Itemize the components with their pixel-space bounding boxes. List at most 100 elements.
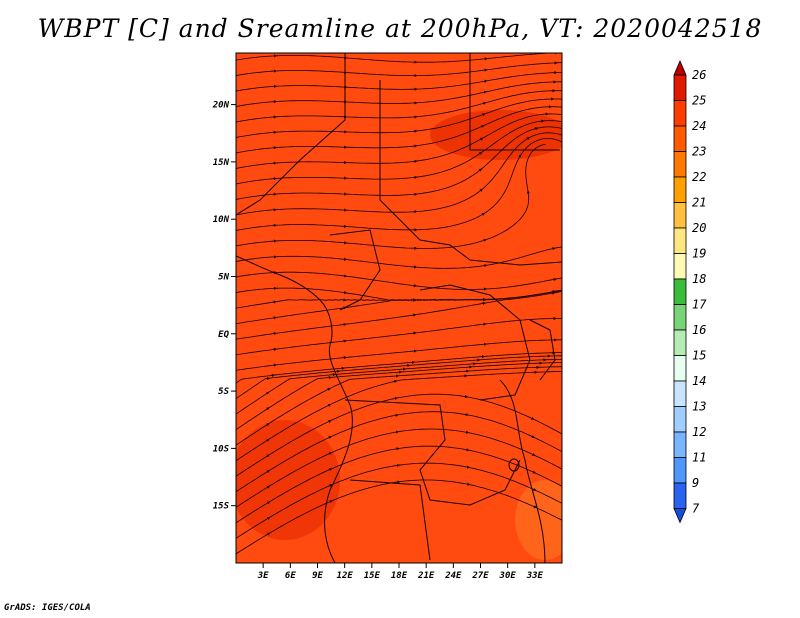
colorbar-swatch [673, 329, 687, 356]
lon-axis: 3E 6E 9E 12E 15E 18E 21E 24E 27E 30E 33E [257, 563, 544, 581]
colorbar-swatch [673, 406, 687, 433]
lake-victoria-region [529, 319, 556, 381]
border-namibia [349, 479, 431, 561]
streamline [236, 290, 562, 340]
colorbar-label: 16 [692, 323, 706, 337]
colorbar-swatch [673, 176, 687, 203]
colorbar-label: 13 [692, 400, 706, 414]
colorbar-label: 21 [692, 196, 706, 210]
border-mozambique [499, 379, 546, 563]
colorbar: 26 25 24 23 22 21 20 19 18 17 16 15 14 13 12 11 9 7 [673, 59, 707, 524]
lat-tick-label: 10N [213, 215, 230, 225]
colorbar-swatch [673, 202, 687, 229]
streamline [236, 126, 562, 200]
colorbar-label: 24 [692, 119, 706, 133]
colorbar-swatch [673, 253, 687, 280]
lat-tick-label: 20N [212, 101, 230, 111]
lon-tick-label: 30E [499, 571, 517, 581]
streamline [236, 113, 562, 169]
streamline [236, 355, 562, 400]
warm-patch-southwest [236, 420, 340, 540]
colorbar-label: 17 [692, 298, 707, 312]
border-nigeria [329, 229, 381, 311]
colorbar-bottom-arrow [673, 508, 687, 524]
cool-patch-southeast [515, 480, 562, 560]
lat-tick-label: EQ [218, 330, 229, 340]
colorbar-swatch [673, 457, 687, 484]
lake-malawi [508, 458, 520, 472]
streamline [236, 371, 562, 462]
colorbar-label: 25 [692, 94, 706, 108]
border-sahara [236, 53, 346, 216]
lon-tick-label: 27E [471, 571, 489, 581]
colorbar-label: 9 [692, 476, 699, 490]
streamline [236, 362, 562, 431]
colorbar-swatch [673, 151, 687, 178]
colorbar-swatch [673, 74, 687, 101]
streamline [236, 62, 562, 76]
lat-tick-label: 5N [218, 272, 229, 282]
colorbar-label: 19 [692, 247, 706, 261]
warm-patch-north [430, 110, 562, 160]
colorbar-label: 11 [692, 451, 706, 465]
streamline [236, 359, 562, 415]
streamline [236, 53, 557, 63]
streamline [236, 479, 562, 555]
colorbar-label: 12 [692, 425, 706, 439]
shading-patches [236, 110, 562, 560]
streamline [236, 289, 562, 325]
border-egypt-sudan [469, 53, 560, 151]
lat-axis: 20N 15N 10N 5N EQ 5S 10S 15S [212, 101, 236, 512]
colorbar-label: 14 [692, 374, 706, 388]
border-chad-sudan [379, 80, 562, 266]
streamline [236, 144, 546, 249]
streamline [236, 318, 562, 356]
chart-title: WBPT [C] and Sreamline at 200hPa, VT: 20… [37, 14, 763, 43]
colorbar-swatch [673, 278, 687, 305]
country-boundaries [236, 53, 562, 563]
streamline [236, 246, 562, 269]
lon-tick-label: 21E [417, 571, 435, 581]
streamlines [236, 53, 562, 555]
coastline-west [236, 255, 353, 563]
colorbar-label: 23 [692, 145, 706, 159]
colorbar-swatch [673, 125, 687, 152]
streamline [236, 428, 562, 508]
streamline [236, 138, 562, 231]
colorbar-swatch [673, 304, 687, 331]
lon-tick-label: 33E [526, 571, 544, 581]
colorbar-label: 7 [692, 502, 700, 516]
colorbar-swatch [673, 100, 687, 127]
streamline [236, 271, 562, 290]
lon-tick-label: 15E [364, 571, 381, 581]
colorbar-swatch [673, 482, 687, 509]
border-angola-zambia [344, 399, 521, 506]
colorbar-label: 22 [692, 170, 706, 184]
lon-tick-label: 18E [391, 571, 408, 581]
border-drc [419, 284, 531, 401]
streamline [236, 98, 562, 138]
streamline [236, 445, 562, 524]
streamline [236, 72, 562, 92]
lat-tick-label: 5S [218, 387, 229, 397]
colorbar-label: 18 [692, 272, 706, 286]
streamline [236, 106, 562, 154]
colorbar-swatch [673, 431, 687, 458]
colorbar-label: 26 [692, 68, 706, 82]
streamline [236, 81, 562, 107]
streamline [236, 120, 562, 185]
streamline [236, 462, 562, 539]
lon-tick-label: 9E [312, 571, 323, 581]
streamline [236, 339, 562, 371]
lon-tick-label: 12E [337, 571, 354, 581]
streamline [236, 411, 562, 493]
streamline [236, 90, 562, 123]
lon-tick-label: 3E [257, 571, 269, 581]
streamline [236, 393, 562, 477]
lat-tick-label: 15S [213, 502, 230, 512]
lat-tick-label: 15N [213, 158, 230, 168]
colorbar-swatch [673, 227, 687, 254]
grads-credit: GrADS: IGES/COLA [4, 603, 91, 613]
colorbar-label: 20 [692, 221, 706, 235]
